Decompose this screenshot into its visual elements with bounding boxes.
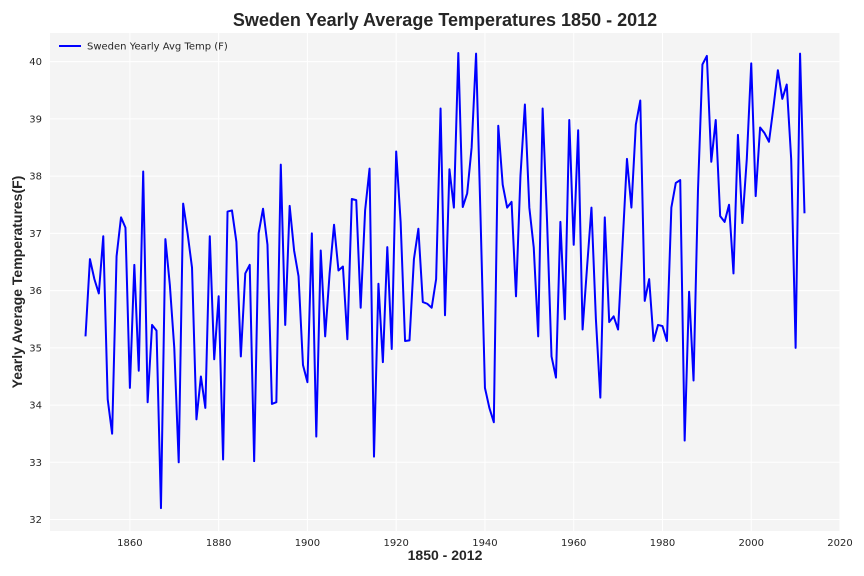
legend: Sweden Yearly Avg Temp (F) (59, 42, 228, 53)
x-tick-labels: 1860 1880 1900 1920 1940 1960 1980 2000 2020 (117, 538, 853, 549)
y-axis-label: Yearly Average Temperatures(F) (9, 176, 25, 389)
x-tick-label: 1860 (117, 538, 142, 549)
y-tick-label: 39 (29, 114, 42, 125)
series-line-sweden (84, 52, 806, 510)
y-tick-label: 32 (29, 515, 42, 526)
y-tick-label: 40 (29, 57, 42, 68)
y-tick-label: 38 (29, 172, 42, 183)
y-tick-label: 33 (29, 458, 42, 469)
x-tick-label: 2020 (827, 538, 852, 549)
x-tick-label: 1940 (472, 538, 497, 549)
x-tick-label: 1920 (383, 538, 408, 549)
x-tick-label: 2000 (739, 538, 764, 549)
legend-label: Sweden Yearly Avg Temp (F) (87, 42, 228, 53)
y-tick-label: 36 (29, 286, 42, 297)
x-tick-label: 1960 (561, 538, 586, 549)
x-tick-label: 1880 (206, 538, 231, 549)
x-axis-label: 1850 - 2012 (408, 547, 483, 563)
x-tick-label: 1900 (295, 538, 320, 549)
y-tick-label: 37 (29, 229, 42, 240)
y-tick-label: 35 (29, 343, 42, 354)
x-tick-label: 1980 (650, 538, 675, 549)
y-tick-label: 34 (29, 401, 42, 412)
y-tick-labels: 32 33 34 35 36 37 38 39 40 (29, 57, 42, 526)
chart-title: Sweden Yearly Average Temperatures 1850 … (233, 10, 657, 30)
